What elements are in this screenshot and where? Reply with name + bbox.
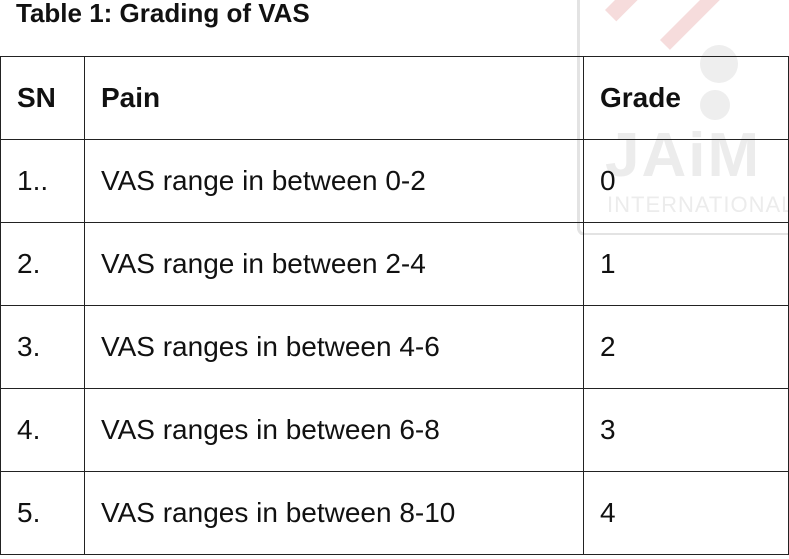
cell-sn: 3. — [0, 305, 85, 389]
cell-pain: VAS range in between 0-2 — [84, 139, 584, 223]
cell-sn: 2. — [0, 222, 85, 306]
table-row: 5. VAS ranges in between 8-10 4 — [0, 471, 789, 555]
watermark-stripe — [660, 0, 784, 50]
cell-pain: VAS range in between 2-4 — [84, 222, 584, 306]
cell-grade: 4 — [583, 471, 789, 555]
vas-grading-table: SN Pain Grade 1.. VAS range in between 0… — [0, 56, 789, 555]
table-row: 4. VAS ranges in between 6-8 3 — [0, 388, 789, 472]
header-pain: Pain — [84, 56, 584, 140]
header-sn: SN — [0, 56, 85, 140]
cell-pain: VAS ranges in between 4-6 — [84, 305, 584, 389]
watermark-stripe — [605, 0, 772, 22]
cell-pain: VAS ranges in between 8-10 — [84, 471, 584, 555]
cell-grade: 1 — [583, 222, 789, 306]
header-grade: Grade — [583, 56, 789, 140]
table-row: 1.. VAS range in between 0-2 0 — [0, 139, 789, 223]
cell-grade: 2 — [583, 305, 789, 389]
table-row: 2. VAS range in between 2-4 1 — [0, 222, 789, 306]
table-row: 3. VAS ranges in between 4-6 2 — [0, 305, 789, 389]
table-caption: Table 1: Grading of VAS — [16, 0, 310, 28]
cell-pain: VAS ranges in between 6-8 — [84, 388, 584, 472]
cell-grade: 3 — [583, 388, 789, 472]
cell-grade: 0 — [583, 139, 789, 223]
cell-sn: 1.. — [0, 139, 85, 223]
cell-sn: 4. — [0, 388, 85, 472]
cell-sn: 5. — [0, 471, 85, 555]
table-header-row: SN Pain Grade — [0, 56, 789, 140]
